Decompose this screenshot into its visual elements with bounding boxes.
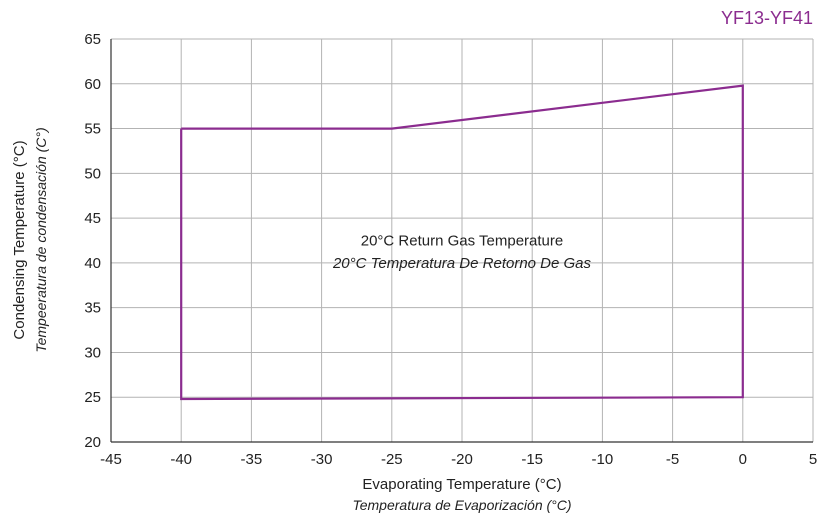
operating-envelope-line (180, 84, 744, 401)
y-tick-label: 20 (84, 434, 101, 451)
annotation-return-gas-en: 20°C Return Gas Temperature (361, 233, 564, 250)
y-tick-label: 30 (84, 344, 101, 361)
y-tick-label: 35 (84, 300, 101, 317)
x-tick-label: -5 (666, 451, 679, 468)
x-tick-label: -15 (521, 451, 543, 468)
x-tick-label: 0 (739, 451, 747, 468)
y-axis-label: Condensing Temperature (°C) (11, 140, 28, 339)
axes (110, 39, 813, 443)
tick-labels: -45 -40 -35 -30 -25 -20 -15 -10 -5 0 5 20 25 30 35 40 45… (84, 31, 817, 468)
x-tick-label: -35 (241, 451, 263, 468)
annotation-return-gas-es: 20°C Temperatura De Retorno De Gas (332, 255, 592, 272)
x-tick-label: -40 (170, 451, 192, 468)
series-layer (180, 84, 744, 401)
annotations: 20°C Return Gas Temperature 20°C Temperat… (332, 233, 592, 272)
y-tick-label: 50 (84, 165, 101, 182)
x-tick-label: -10 (592, 451, 614, 468)
y-tick-label: 55 (84, 121, 101, 138)
x-tick-label: -20 (451, 451, 473, 468)
y-tick-label: 25 (84, 389, 101, 406)
y-tick-label: 40 (84, 255, 101, 272)
y-tick-label: 65 (84, 31, 101, 48)
x-tick-label: -30 (311, 451, 333, 468)
y-tick-label: 45 (84, 210, 101, 227)
x-axis-label-secondary: Temperatura de Evaporización (°C) (352, 497, 571, 513)
y-tick-label: 60 (84, 76, 101, 93)
x-tick-label: -45 (100, 451, 122, 468)
x-tick-label: 5 (809, 451, 817, 468)
chart-title: YF13-YF41 (720, 8, 813, 28)
x-tick-label: -25 (381, 451, 403, 468)
x-axis-label: Evaporating Temperature (°C) (362, 476, 561, 493)
y-axis-label-secondary: Tempeeratura de condensación (C°) (33, 127, 49, 352)
